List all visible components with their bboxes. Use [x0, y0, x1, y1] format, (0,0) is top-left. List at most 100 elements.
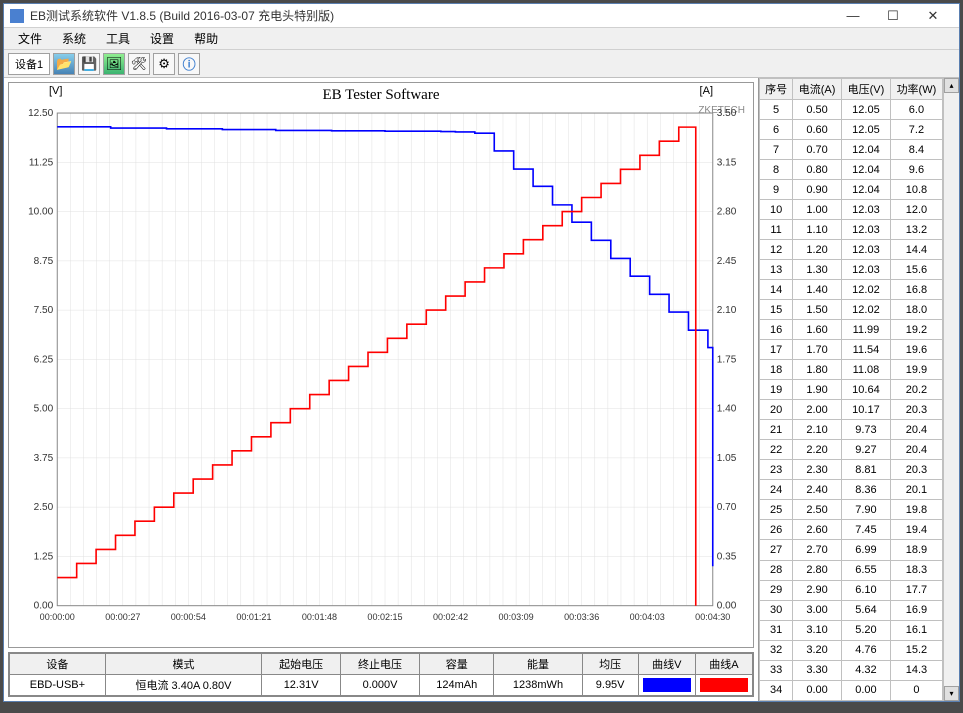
left-axis-label: [V]	[49, 85, 62, 97]
minimize-button[interactable]: —	[833, 5, 873, 27]
table-row[interactable]: 80.8012.049.6	[760, 160, 943, 180]
maximize-button[interactable]: ☐	[873, 5, 913, 27]
scrollbar[interactable]: ▴ ▾	[943, 78, 959, 701]
table-row[interactable]: 232.308.8120.3	[760, 460, 943, 480]
svg-text:00:04:03: 00:04:03	[630, 612, 665, 622]
chart-area: [V] [A] EB Tester Software ZKETECH 12.50…	[8, 82, 754, 648]
table-row[interactable]: 212.109.7320.4	[760, 420, 943, 440]
svg-text:6.25: 6.25	[34, 354, 54, 365]
svg-text:00:00:27: 00:00:27	[105, 612, 140, 622]
svg-text:1.25: 1.25	[34, 551, 54, 562]
summary-header: 曲线A	[695, 654, 752, 675]
svg-text:1.05: 1.05	[717, 453, 737, 464]
svg-text:0.00: 0.00	[34, 601, 54, 612]
svg-text:00:02:15: 00:02:15	[367, 612, 402, 622]
table-row[interactable]: 252.507.9019.8	[760, 500, 943, 520]
table-row[interactable]: 141.4012.0216.8	[760, 280, 943, 300]
scroll-down-button[interactable]: ▾	[944, 686, 959, 701]
svg-text:2.80: 2.80	[717, 207, 737, 218]
svg-text:3.75: 3.75	[34, 453, 54, 464]
settings-button[interactable]: ⚙	[153, 53, 175, 75]
svg-text:3.15: 3.15	[717, 157, 737, 168]
scroll-up-button[interactable]: ▴	[944, 78, 959, 93]
table-row[interactable]: 292.906.1017.7	[760, 580, 943, 600]
summary-cell: 12.31V	[262, 675, 341, 696]
table-row[interactable]: 282.806.5518.3	[760, 560, 943, 580]
svg-text:7.50: 7.50	[34, 305, 54, 316]
svg-text:0.70: 0.70	[717, 502, 737, 513]
table-row[interactable]: 272.706.9918.9	[760, 540, 943, 560]
window-title: EB测试系统软件 V1.8.5 (Build 2016-03-07 充电头特别版…	[30, 7, 833, 24]
table-row[interactable]: 171.7011.5419.6	[760, 340, 943, 360]
table-row[interactable]: 340.000.000	[760, 680, 943, 700]
app-icon	[10, 9, 24, 23]
svg-text:2.45: 2.45	[717, 256, 737, 267]
summary-cell: 恒电流 3.40A 0.80V	[105, 675, 261, 696]
menu-help[interactable]: 帮助	[184, 28, 228, 49]
menu-tools[interactable]: 工具	[96, 28, 140, 49]
data-header: 序号	[760, 79, 793, 100]
summary-header: 曲线V	[638, 654, 695, 675]
svg-text:12.50: 12.50	[28, 108, 54, 119]
menu-settings[interactable]: 设置	[140, 28, 184, 49]
summary-table: 设备模式起始电压终止电压容量能量均压曲线V曲线A EBD-USB+恒电流 3.4…	[8, 652, 754, 697]
table-row[interactable]: 303.005.6416.9	[760, 600, 943, 620]
table-row[interactable]: 191.9010.6420.2	[760, 380, 943, 400]
svg-text:8.75: 8.75	[34, 256, 54, 267]
image-button[interactable]: 🖼	[103, 53, 125, 75]
svg-text:2.10: 2.10	[717, 305, 737, 316]
curve-a-color	[695, 675, 752, 696]
table-row[interactable]: 262.607.4519.4	[760, 520, 943, 540]
svg-text:0.35: 0.35	[717, 551, 737, 562]
table-row[interactable]: 111.1012.0313.2	[760, 220, 943, 240]
toolbar: 设备1 📂 💾 🖼 🛠 ⚙ ⓘ	[4, 50, 959, 78]
help-button[interactable]: ⓘ	[178, 53, 200, 75]
save-button[interactable]: 💾	[78, 53, 100, 75]
open-button[interactable]: 📂	[53, 53, 75, 75]
data-header: 电流(A)	[793, 79, 842, 100]
summary-cell: 0.000V	[341, 675, 420, 696]
menu-system[interactable]: 系统	[52, 28, 96, 49]
table-row[interactable]: 161.6011.9919.2	[760, 320, 943, 340]
table-row[interactable]: 202.0010.1720.3	[760, 400, 943, 420]
app-window: EB测试系统软件 V1.8.5 (Build 2016-03-07 充电头特别版…	[3, 3, 960, 702]
svg-text:00:01:48: 00:01:48	[302, 612, 337, 622]
tools-button[interactable]: 🛠	[128, 53, 150, 75]
close-button[interactable]: ✕	[913, 5, 953, 27]
summary-cell: EBD-USB+	[10, 675, 106, 696]
table-row[interactable]: 50.5012.056.0	[760, 100, 943, 120]
svg-text:1.75: 1.75	[717, 354, 737, 365]
summary-cell: 9.95V	[582, 675, 638, 696]
table-row[interactable]: 121.2012.0314.4	[760, 240, 943, 260]
svg-text:00:03:09: 00:03:09	[499, 612, 534, 622]
right-axis-label: [A]	[700, 85, 713, 97]
titlebar: EB测试系统软件 V1.8.5 (Build 2016-03-07 充电头特别版…	[4, 4, 959, 28]
svg-text:0.00: 0.00	[717, 601, 737, 612]
table-row[interactable]: 90.9012.0410.8	[760, 180, 943, 200]
table-row[interactable]: 60.6012.057.2	[760, 120, 943, 140]
summary-header: 终止电压	[341, 654, 420, 675]
table-row[interactable]: 101.0012.0312.0	[760, 200, 943, 220]
table-row[interactable]: 131.3012.0315.6	[760, 260, 943, 280]
table-row[interactable]: 181.8011.0819.9	[760, 360, 943, 380]
data-panel: 序号电流(A)电压(V)功率(W)50.5012.056.060.6012.05…	[758, 78, 959, 701]
menubar: 文件 系统 工具 设置 帮助	[4, 28, 959, 50]
table-row[interactable]: 222.209.2720.4	[760, 440, 943, 460]
svg-text:1.40: 1.40	[717, 404, 737, 415]
svg-text:00:04:30: 00:04:30	[695, 612, 730, 622]
svg-text:10.00: 10.00	[28, 207, 54, 218]
table-row[interactable]: 313.105.2016.1	[760, 620, 943, 640]
table-row[interactable]: 323.204.7615.2	[760, 640, 943, 660]
device-tab[interactable]: 设备1	[8, 53, 50, 75]
table-row[interactable]: 242.408.3620.1	[760, 480, 943, 500]
table-row[interactable]: 333.304.3214.3	[760, 660, 943, 680]
table-row[interactable]: 70.7012.048.4	[760, 140, 943, 160]
table-row[interactable]: 151.5012.0218.0	[760, 300, 943, 320]
summary-cell: 124mAh	[420, 675, 494, 696]
summary-cell: 1238mWh	[494, 675, 582, 696]
summary-header: 容量	[420, 654, 494, 675]
menu-file[interactable]: 文件	[8, 28, 52, 49]
summary-header: 能量	[494, 654, 582, 675]
data-header: 功率(W)	[890, 79, 942, 100]
curve-v-color	[638, 675, 695, 696]
